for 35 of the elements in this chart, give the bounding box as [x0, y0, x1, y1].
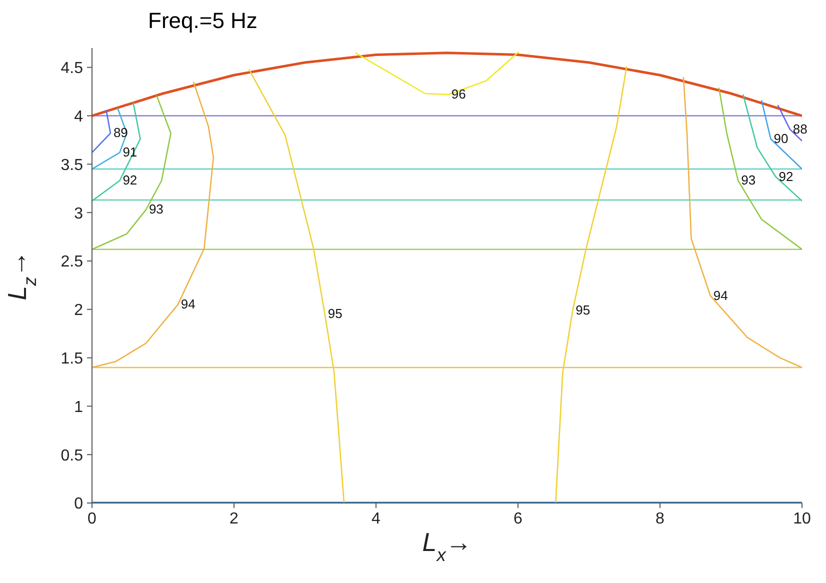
- y-tick-label: 1: [74, 398, 84, 416]
- chart-title: Freq.=5 Hz: [147, 8, 258, 35]
- series-label: 95: [328, 306, 342, 322]
- series-label: 96: [451, 86, 466, 102]
- x-tick-label: 10: [793, 510, 811, 528]
- y-tick-label: 4.5: [60, 60, 84, 78]
- x-tick-label: 0: [88, 510, 97, 528]
- x-tick-label: 8: [656, 510, 665, 528]
- x-axis-title: L$_{x}$→: [422, 527, 472, 565]
- series-label: 88: [792, 121, 808, 136]
- line-series: [92, 102, 141, 202]
- line-series: [554, 66, 628, 503]
- series-label: 94: [180, 296, 196, 312]
- line-series: [92, 94, 172, 250]
- line-series: [92, 52, 802, 118]
- y-tick-label: 4: [74, 108, 84, 126]
- series-label: 95: [576, 302, 590, 318]
- x-tick-label: 2: [230, 510, 239, 528]
- y-tick-label: 0.5: [60, 447, 84, 464]
- series-label: 94: [713, 288, 728, 303]
- series-label: 93: [741, 172, 756, 188]
- series-label: 92: [122, 172, 138, 188]
- line-series: [92, 81, 214, 368]
- series-label: 93: [148, 202, 164, 217]
- y-tick-label: 1.5: [60, 350, 84, 368]
- y-tick-label: 2: [74, 302, 84, 320]
- y-tick-label: 3: [74, 205, 84, 222]
- line-series: [248, 68, 345, 503]
- x-tick-label: 6: [514, 510, 523, 528]
- y-tick-label: 2.5: [60, 254, 84, 271]
- y-tick-label: 3.5: [60, 156, 84, 174]
- x-tick-label: 4: [372, 510, 381, 528]
- y-tick-label: 0: [74, 496, 84, 513]
- series-label: 90: [774, 131, 788, 146]
- series-label: 92: [778, 168, 794, 184]
